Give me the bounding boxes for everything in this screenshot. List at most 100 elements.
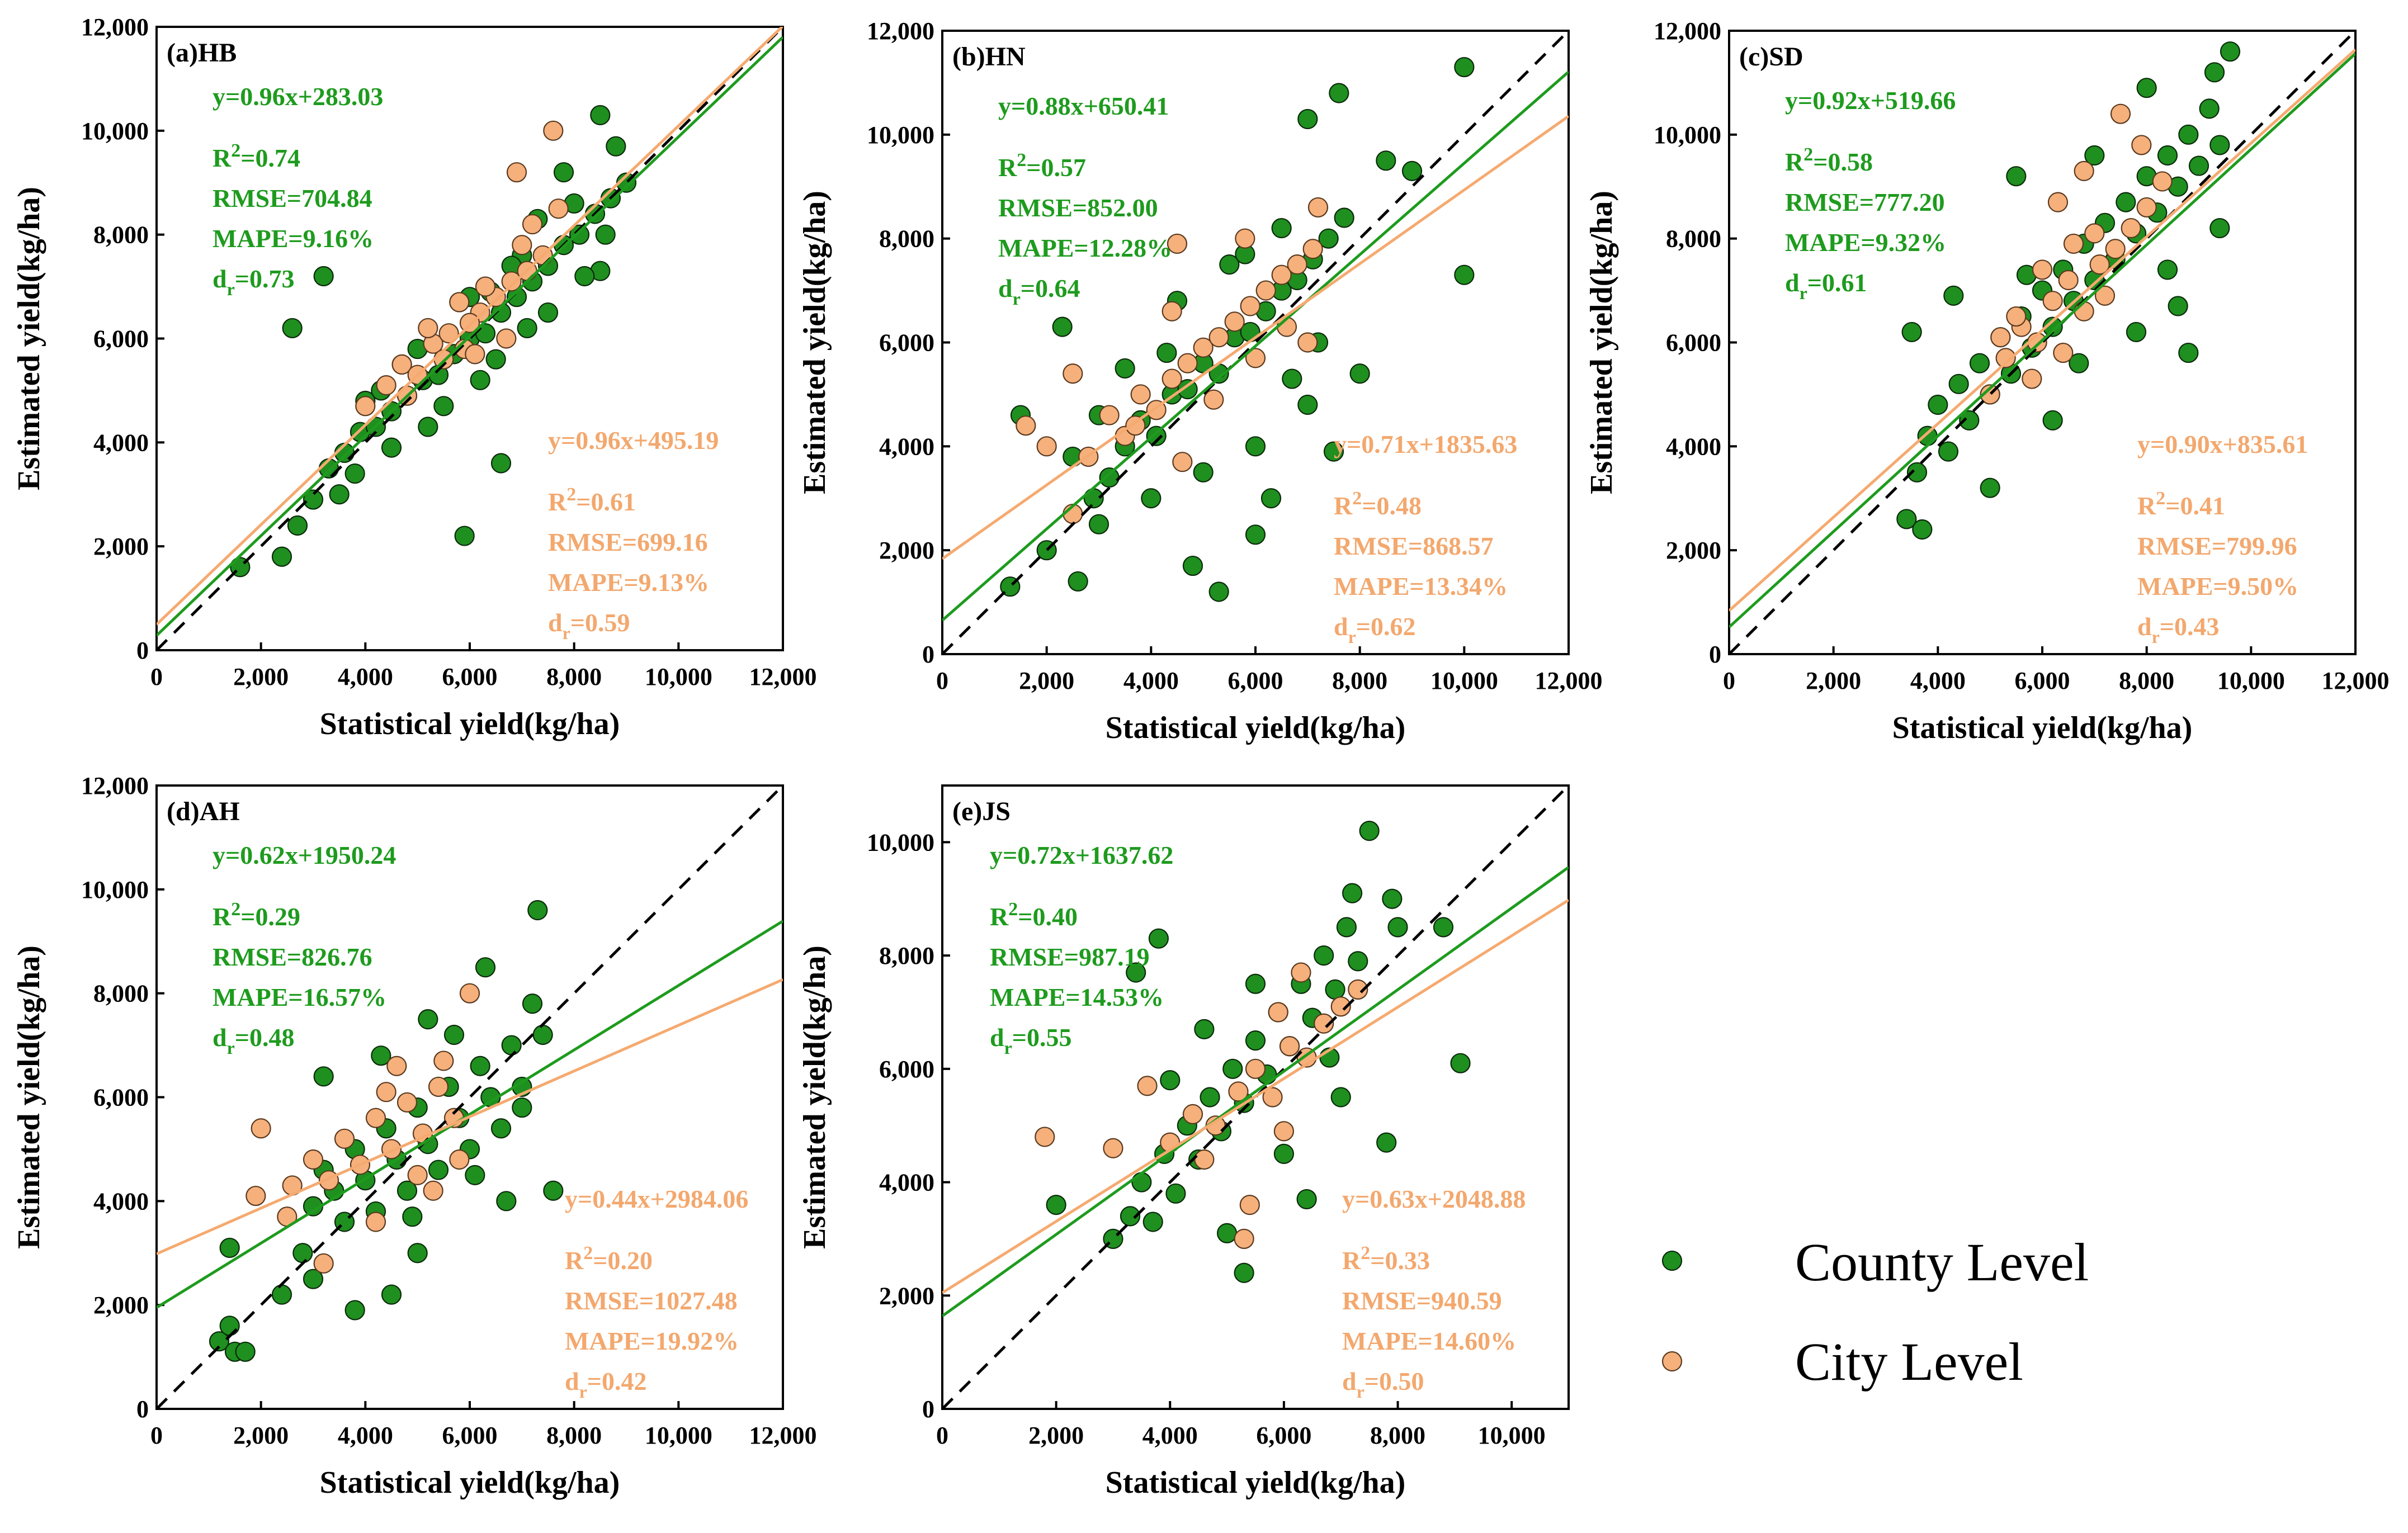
city-point: [2131, 135, 2152, 155]
city-stats: y=0.71x+1835.63 R2=0.48 RMSE=868.57 MAPE=13…: [1334, 430, 1517, 647]
city-point: [2105, 239, 2126, 259]
city-point: [407, 1165, 428, 1185]
county-r2: R2=0.29: [213, 899, 300, 931]
county-point: [381, 437, 402, 458]
x-tick-label: 6,000: [442, 1422, 498, 1449]
county-point: [1142, 1212, 1163, 1232]
city-point: [396, 1092, 418, 1113]
y-tick-label: 10,000: [81, 876, 149, 903]
city-point: [2110, 103, 2131, 124]
county-point: [209, 1331, 230, 1352]
city-point: [1194, 1149, 1215, 1170]
county-point: [2209, 135, 2230, 155]
panel-hn: 0 2,000 4,000 6,000 8,000 10,000 12,000 0 2,000 4…: [797, 17, 1603, 745]
county-point: [1245, 1030, 1266, 1051]
city-dr: dr=0.42: [565, 1367, 647, 1402]
city-point: [1193, 337, 1214, 358]
x-axis-title: Statistical yield(kg/ha): [1892, 711, 2193, 745]
city-point: [1203, 389, 1224, 410]
x-tick-label: 8,000: [1370, 1422, 1425, 1449]
county-point: [1216, 1223, 1238, 1243]
county-point: [303, 489, 324, 510]
county-fit-line: [942, 70, 1569, 622]
county-point: [235, 1341, 256, 1362]
county-point: [454, 526, 475, 546]
county-point: [2042, 410, 2063, 430]
city-rmse: RMSE=868.57: [1334, 532, 1494, 560]
city-fit-line: [942, 898, 1569, 1294]
county-point: [1314, 945, 1334, 966]
county-point: [475, 957, 496, 978]
county-point: [396, 1180, 418, 1201]
plot-area: [1729, 31, 2355, 654]
panel-label: (a)HB: [167, 38, 237, 68]
city-fit-line: [1729, 48, 2355, 612]
city-point: [1262, 1087, 1283, 1108]
county-point: [1359, 820, 1380, 841]
county-point: [1245, 436, 1266, 457]
x-tick-label: 6,000: [442, 663, 498, 690]
city-point: [1271, 264, 1292, 285]
county-point: [1141, 488, 1161, 509]
y-tick-label: 10,000: [867, 829, 934, 856]
county-point: [606, 136, 626, 157]
city-rmse: RMSE=940.59: [1342, 1286, 1502, 1315]
legend-county-label: County Level: [1795, 1232, 2089, 1292]
county-point: [1068, 571, 1088, 592]
city-equation: y=0.71x+1835.63: [1334, 430, 1517, 458]
county-point: [418, 1009, 438, 1030]
city-point: [418, 318, 438, 339]
county-point: [1200, 1087, 1220, 1108]
county-point: [344, 463, 365, 484]
city-point: [334, 1128, 355, 1149]
county-point: [553, 162, 574, 183]
county-point: [2168, 296, 2188, 316]
city-r2: R2=0.20: [565, 1243, 653, 1275]
city-point: [365, 1108, 386, 1128]
county-point: [1282, 368, 1302, 389]
county-point: [292, 1243, 313, 1264]
county-point: [381, 1284, 402, 1305]
county-point: [1433, 917, 1454, 938]
county-point: [271, 1284, 292, 1305]
county-equation: y=0.96x+283.03: [213, 82, 383, 111]
panel-js: 0 2,000 4,000 6,000 8,000 10,000 0 2,000 4,000 6,…: [797, 784, 1570, 1500]
x-tick-label: 4,000: [338, 663, 393, 690]
y-tick-label: 0: [922, 1395, 934, 1423]
city-point: [355, 396, 376, 417]
city-point: [1235, 228, 1255, 249]
city-point: [2063, 233, 2084, 254]
x-tick-label: 2,000: [233, 663, 289, 690]
county-point: [1334, 207, 1354, 228]
county-point: [1980, 477, 2000, 498]
panel-region: SD: [1769, 42, 1803, 72]
x-axis-title: Statistical yield(kg/ha): [1106, 711, 1406, 745]
x-tick-label: 8,000: [1332, 667, 1387, 694]
city-point: [1161, 301, 1182, 321]
city-mape: MAPE=19.92%: [565, 1327, 739, 1355]
county-point: [1342, 883, 1363, 903]
county-point: [402, 1206, 423, 1227]
county-point: [1387, 917, 1408, 938]
city-point: [2084, 223, 2105, 244]
county-point: [2188, 155, 2209, 176]
county-point: [1382, 888, 1403, 909]
x-tick-label: 0: [150, 663, 163, 690]
city-point: [449, 1149, 470, 1170]
x-tick-label: 4,000: [1123, 667, 1179, 694]
city-point: [1330, 996, 1351, 1017]
city-point: [1297, 332, 1318, 353]
panel-ah: 0 2,000 4,000 6,000 8,000 10,000 12,000 0 2,000 4…: [12, 772, 817, 1500]
plot-frame: [941, 784, 1570, 1410]
panel-region: JS: [982, 797, 1011, 826]
county-point: [517, 318, 537, 339]
city-rmse: RMSE=1027.48: [565, 1286, 738, 1315]
county-dr: dr=0.55: [990, 1023, 1072, 1058]
city-point: [2047, 192, 2069, 212]
county-dr: dr=0.48: [213, 1023, 295, 1058]
county-point: [1330, 1087, 1351, 1108]
city-point: [1348, 979, 1368, 1000]
city-point: [2006, 306, 2027, 327]
city-rmse: RMSE=699.16: [548, 528, 708, 556]
county-stats: y=0.92x+519.66 R2=0.58 RMSE=777.20 MAPE=9.3…: [1785, 86, 1956, 303]
